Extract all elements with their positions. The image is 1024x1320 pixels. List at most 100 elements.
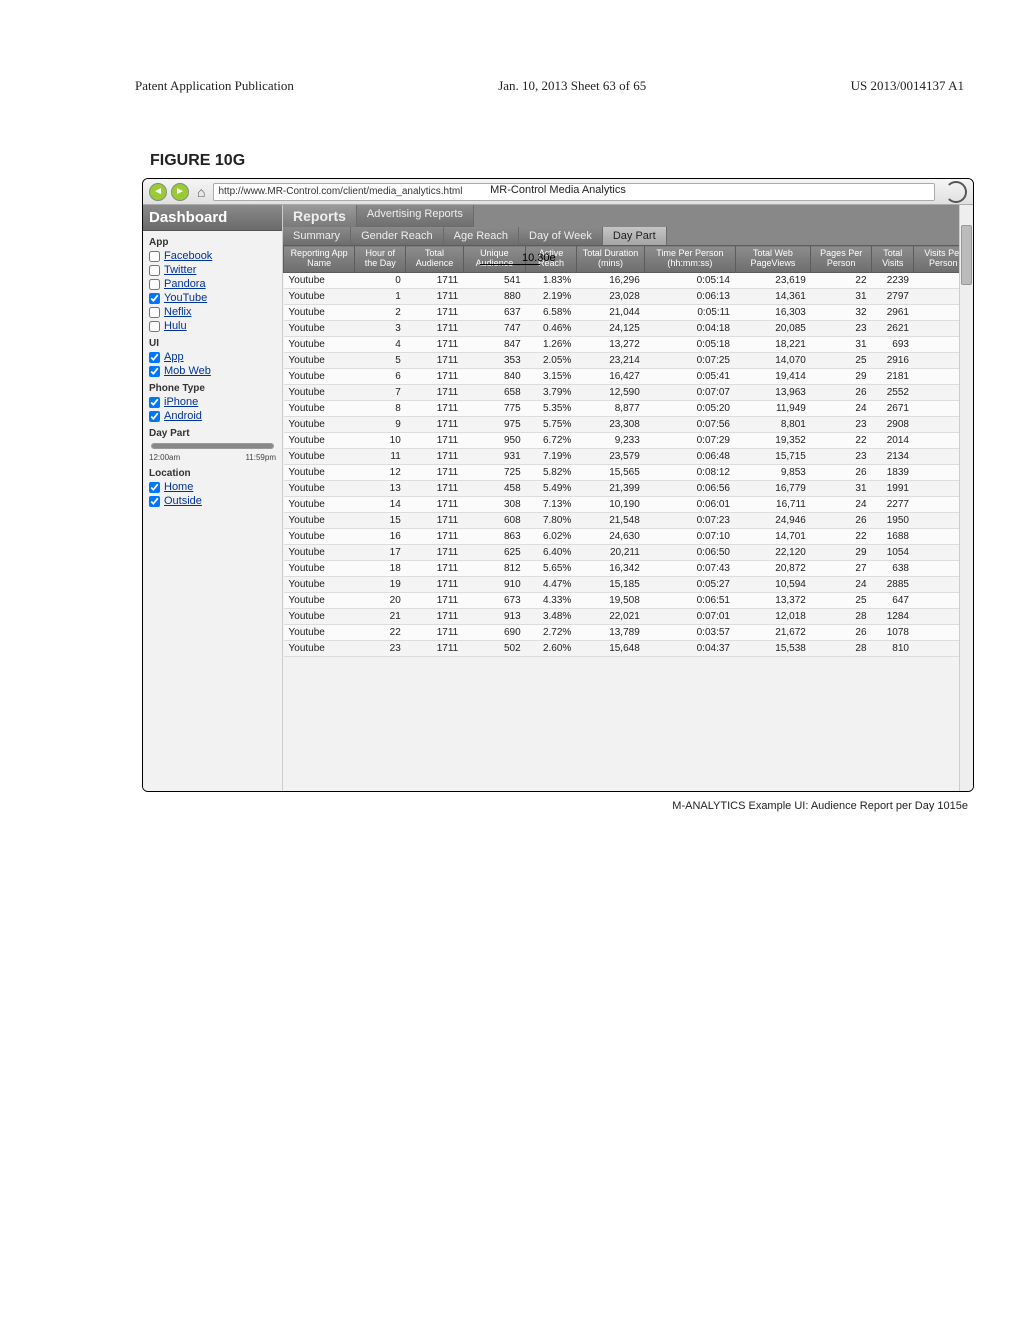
cell-4-0: Youtube (284, 336, 355, 352)
phone-checkbox-1[interactable] (149, 411, 160, 422)
cell-6-5: 16,427 (576, 368, 644, 384)
cell-5-7: 14,070 (735, 352, 811, 368)
cell-21-1: 21 (355, 608, 406, 624)
cell-3-9: 2621 (872, 320, 914, 336)
cell-9-7: 8,801 (735, 416, 811, 432)
cell-14-8: 24 (811, 496, 872, 512)
dashboard-title: Dashboard (143, 205, 282, 231)
app-link-2[interactable]: Pandora (164, 278, 206, 290)
refresh-icon[interactable] (945, 181, 967, 203)
app-checkbox-0[interactable] (149, 251, 160, 262)
col-header-9[interactable]: Total Visits (872, 246, 914, 273)
app-link-1[interactable]: Twitter (164, 264, 196, 276)
tab-secondary-1[interactable]: Gender Reach (351, 227, 444, 245)
app-link-0[interactable]: Facebook (164, 250, 212, 262)
cell-16-1: 16 (355, 528, 406, 544)
cell-9-0: Youtube (284, 416, 355, 432)
cell-0-5: 16,296 (576, 272, 644, 288)
col-header-0[interactable]: Reporting App Name (284, 246, 355, 273)
vertical-scrollbar[interactable] (959, 205, 973, 791)
col-header-2[interactable]: Total Audience (406, 246, 463, 273)
cell-21-8: 28 (811, 608, 872, 624)
cell-10-9: 2014 (872, 432, 914, 448)
cell-3-8: 23 (811, 320, 872, 336)
app-checkbox-5[interactable] (149, 321, 160, 332)
cell-23-0: Youtube (284, 640, 355, 656)
cell-16-3: 863 (463, 528, 525, 544)
cell-17-0: Youtube (284, 544, 355, 560)
cell-12-4: 5.82% (526, 464, 577, 480)
cell-7-5: 12,590 (576, 384, 644, 400)
cell-19-0: Youtube (284, 576, 355, 592)
cell-18-8: 27 (811, 560, 872, 576)
tab-primary-0[interactable]: Reports (283, 205, 357, 227)
phone-link-1[interactable]: Android (164, 410, 202, 422)
ui-checkbox-1[interactable] (149, 366, 160, 377)
cell-11-5: 23,579 (576, 448, 644, 464)
cell-18-4: 5.65% (526, 560, 577, 576)
phone-checkbox-0[interactable] (149, 397, 160, 408)
forward-button[interactable]: ► (171, 183, 189, 201)
ui-link-0[interactable]: App (164, 351, 184, 363)
app-checkbox-2[interactable] (149, 279, 160, 290)
cell-18-2: 1711 (406, 560, 463, 576)
loc-link-0[interactable]: Home (164, 481, 193, 493)
app-link-3[interactable]: YouTube (164, 292, 207, 304)
cell-20-2: 1711 (406, 592, 463, 608)
cell-6-9: 2181 (872, 368, 914, 384)
col-header-3[interactable]: Unique Audience (463, 246, 525, 273)
app-link-4[interactable]: Neflix (164, 306, 192, 318)
cell-7-7: 13,963 (735, 384, 811, 400)
cell-15-2: 1711 (406, 512, 463, 528)
cell-9-6: 0:07:56 (645, 416, 735, 432)
tab-secondary-4[interactable]: Day Part (603, 227, 667, 245)
figure-label: FIGURE 10G (150, 152, 245, 170)
table-row: Youtube117118802.19%23,0280:06:1314,3613… (284, 288, 973, 304)
col-header-5[interactable]: Total Duration (mins) (576, 246, 644, 273)
col-header-7[interactable]: Total Web PageViews (735, 246, 811, 273)
back-button[interactable]: ◄ (149, 183, 167, 201)
loc-checkbox-1[interactable] (149, 496, 160, 507)
app-row-3: YouTube (149, 292, 276, 304)
cell-21-6: 0:07:01 (645, 608, 735, 624)
col-header-4[interactable]: Active Reach (526, 246, 577, 273)
app-link-5[interactable]: Hulu (164, 320, 187, 332)
col-header-1[interactable]: Hour of the Day (355, 246, 406, 273)
cell-22-0: Youtube (284, 624, 355, 640)
cell-13-7: 16,779 (735, 480, 811, 496)
tab-secondary-3[interactable]: Day of Week (519, 227, 603, 245)
col-header-6[interactable]: Time Per Person (hh:mm:ss) (645, 246, 735, 273)
app-checkbox-3[interactable] (149, 293, 160, 304)
section-daypart: Day Part (149, 428, 276, 439)
scrollbar-thumb[interactable] (961, 225, 972, 285)
tab-secondary-0[interactable]: Summary (283, 227, 351, 245)
cell-2-6: 0:05:11 (645, 304, 735, 320)
cell-5-8: 25 (811, 352, 872, 368)
cell-12-7: 9,853 (735, 464, 811, 480)
loc-link-1[interactable]: Outside (164, 495, 202, 507)
main-panel: ReportsAdvertising Reports SummaryGender… (283, 205, 973, 791)
table-row: Youtube1617118636.02%24,6300:07:1014,701… (284, 528, 973, 544)
cell-20-3: 673 (463, 592, 525, 608)
loc-checkbox-0[interactable] (149, 482, 160, 493)
ui-link-1[interactable]: Mob Web (164, 365, 211, 377)
app-checkbox-1[interactable] (149, 265, 160, 276)
phone-link-0[interactable]: iPhone (164, 396, 198, 408)
cell-7-0: Youtube (284, 384, 355, 400)
tab-primary-1[interactable]: Advertising Reports (357, 205, 474, 227)
url-input[interactable] (213, 183, 935, 201)
home-icon[interactable]: ⌂ (197, 184, 205, 200)
cell-8-5: 8,877 (576, 400, 644, 416)
cell-22-8: 26 (811, 624, 872, 640)
daypart-slider[interactable] (151, 443, 274, 449)
cell-6-8: 29 (811, 368, 872, 384)
app-checkbox-4[interactable] (149, 307, 160, 318)
tab-secondary-2[interactable]: Age Reach (444, 227, 519, 245)
col-header-8[interactable]: Pages Per Person (811, 246, 872, 273)
cell-20-4: 4.33% (526, 592, 577, 608)
cell-17-6: 0:06:50 (645, 544, 735, 560)
cell-15-7: 24,946 (735, 512, 811, 528)
ui-checkbox-0[interactable] (149, 352, 160, 363)
cell-9-8: 23 (811, 416, 872, 432)
cell-14-6: 0:06:01 (645, 496, 735, 512)
